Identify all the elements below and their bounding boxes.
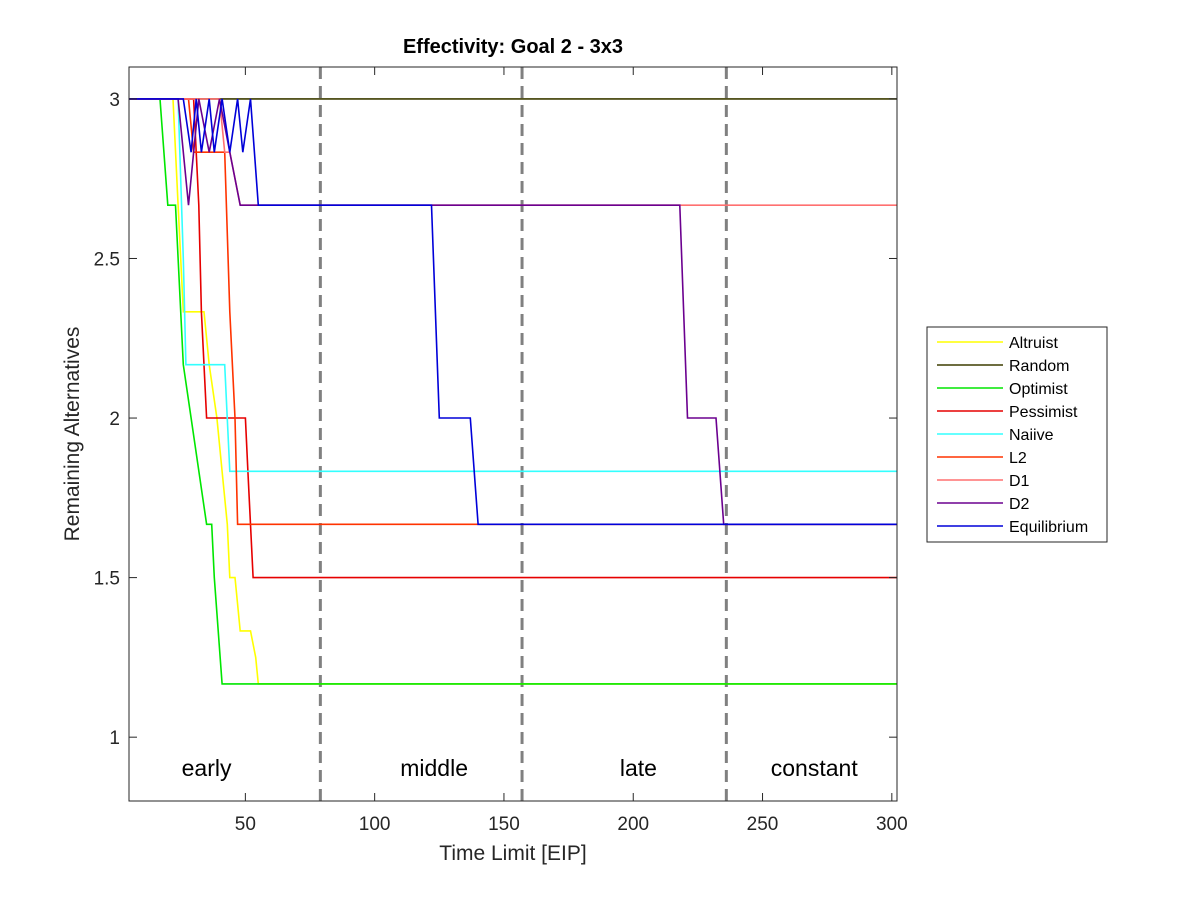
x-tick-label: 300 bbox=[876, 814, 908, 835]
phase-label: middle bbox=[400, 755, 468, 781]
x-tick-label: 50 bbox=[235, 814, 256, 835]
x-tick-label: 200 bbox=[617, 814, 649, 835]
series-line-altruist bbox=[129, 98, 897, 685]
phase-label: early bbox=[182, 755, 232, 781]
series-line-optimist bbox=[129, 98, 897, 685]
legend-entry: Naiive bbox=[1009, 427, 1054, 444]
x-tick-label: 250 bbox=[747, 814, 779, 835]
legend-entry: Altruist bbox=[1009, 335, 1058, 352]
legend-entry: Pessimist bbox=[1009, 404, 1078, 421]
phase-label: late bbox=[620, 755, 657, 781]
series-line-l2 bbox=[129, 98, 897, 526]
x-tick-label: 100 bbox=[359, 814, 391, 835]
y-axis-label: Remaining Alternatives bbox=[61, 327, 84, 542]
legend-entry: D2 bbox=[1009, 496, 1030, 513]
legend-entry: D1 bbox=[1009, 473, 1030, 490]
y-tick-label: 2 bbox=[109, 409, 120, 430]
legend-entry: L2 bbox=[1009, 450, 1027, 467]
y-tick-label: 1.5 bbox=[94, 569, 120, 590]
series-line-equilibrium bbox=[129, 98, 897, 526]
x-tick-label: 150 bbox=[488, 814, 520, 835]
legend-entry: Optimist bbox=[1009, 381, 1068, 398]
plot-frame bbox=[128, 66, 898, 802]
y-tick-label: 2.5 bbox=[94, 249, 120, 270]
legend-entry: Random bbox=[1009, 358, 1069, 375]
y-tick-label: 1 bbox=[109, 728, 120, 749]
chart-title: Effectivity: Goal 2 - 3x3 bbox=[403, 36, 623, 58]
y-tick-label: 3 bbox=[109, 90, 120, 111]
series-line-d2 bbox=[129, 98, 897, 526]
legend: Altruist Random Optimist Pessimist Naiive L2 D… bbox=[926, 326, 1108, 543]
phase-label: constant bbox=[771, 755, 859, 781]
plot-area bbox=[129, 67, 897, 801]
legend-entry: Equilibrium bbox=[1009, 519, 1088, 536]
x-axis-label: Time Limit [EIP] bbox=[439, 842, 586, 865]
